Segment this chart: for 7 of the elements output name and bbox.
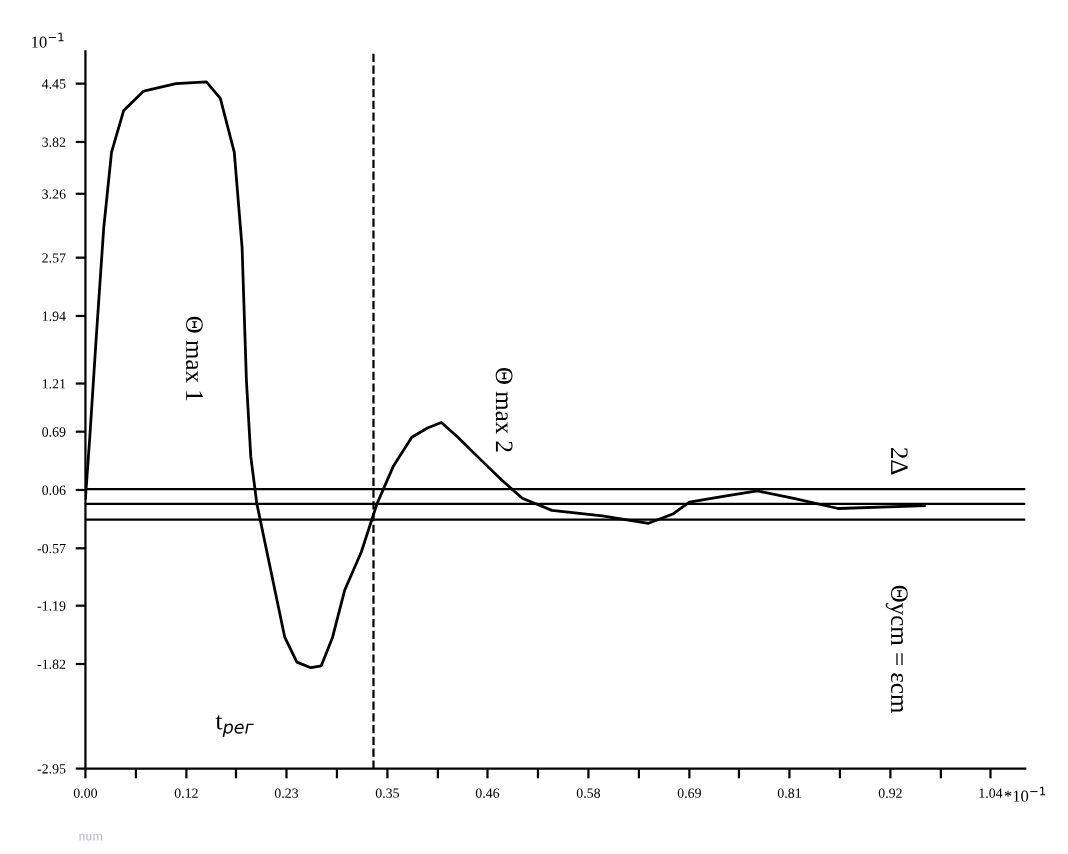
y-axis-title: 10$^{−1}$ — [32, 32, 64, 48]
annotation: Θycm = εcm — [885, 585, 908, 714]
annotation: Θ max 1 — [185, 316, 203, 401]
annotation: t$_{рег}$ — [215, 715, 254, 738]
annotation: Θ max 2 — [495, 367, 513, 452]
x-axis-title: *10$^{−1}$ — [1004, 786, 1046, 802]
annotation: 2Δ — [891, 447, 908, 475]
